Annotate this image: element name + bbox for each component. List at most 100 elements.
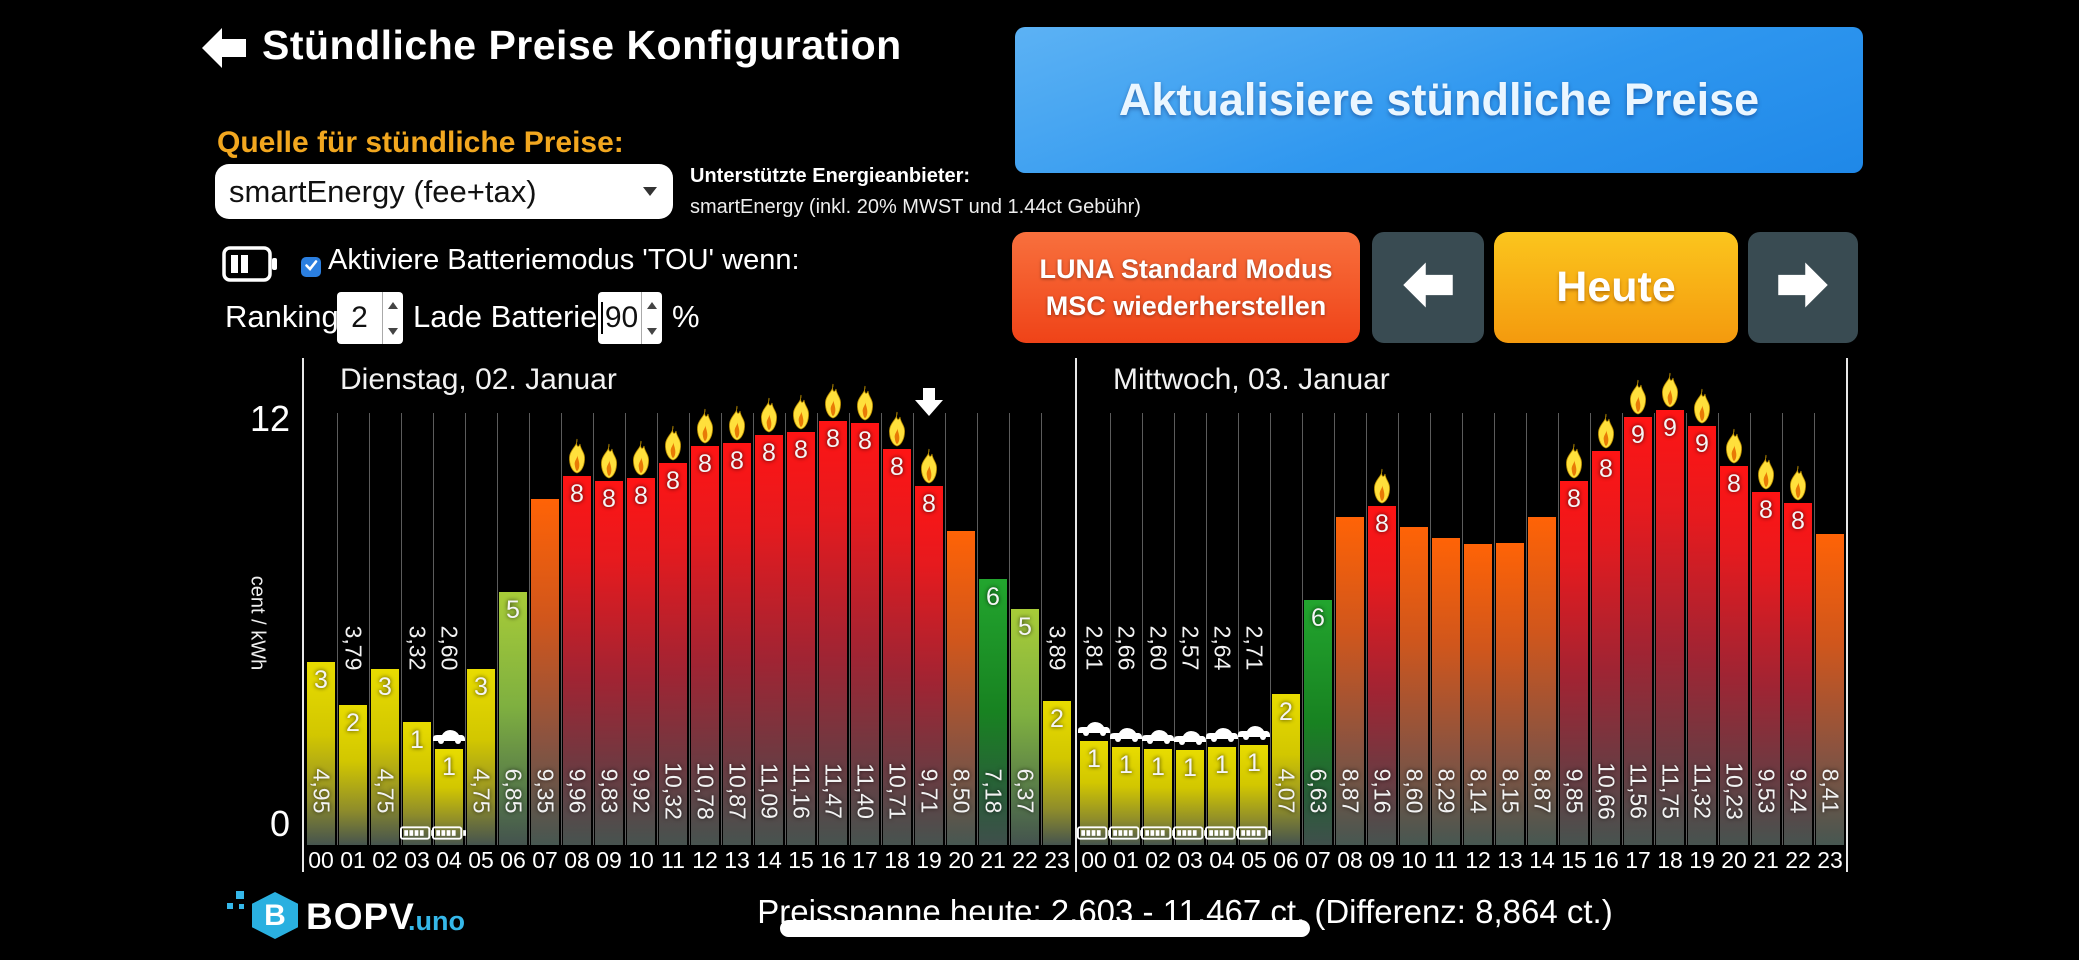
hour-label: 16 xyxy=(1593,847,1619,873)
hour-label: 17 xyxy=(1625,847,1651,873)
page-title: Stündliche Preise Konfiguration xyxy=(262,22,902,68)
rank-label: 3 xyxy=(314,666,328,694)
hour-label: 13 xyxy=(1497,847,1523,873)
flame-icon xyxy=(1721,428,1747,464)
rank-label: 8 xyxy=(826,425,840,453)
price-bar xyxy=(1752,492,1780,845)
price-label: 8,87 xyxy=(1337,768,1364,814)
hour-label: 02 xyxy=(1145,847,1171,873)
ranking-input[interactable]: 2 xyxy=(337,292,403,344)
rank-label: 9 xyxy=(1631,421,1645,449)
price-bar xyxy=(1176,750,1204,845)
charge-input[interactable]: 90 xyxy=(598,292,662,344)
gridline xyxy=(1270,413,1271,845)
price-label: 8,41 xyxy=(1817,768,1844,814)
luna-restore-button[interactable]: LUNA Standard Modus MSC wiederherstellen xyxy=(1012,232,1360,343)
price-label: 11,75 xyxy=(1657,763,1684,819)
prev-day-button[interactable] xyxy=(1372,232,1484,343)
flame-icon xyxy=(1785,465,1811,501)
price-label: 10,23 xyxy=(1721,762,1748,820)
gridline xyxy=(689,413,690,845)
price-bar xyxy=(339,705,367,845)
rank-label: 1 xyxy=(1151,753,1165,781)
price-label: 10,71 xyxy=(884,762,911,820)
today-button[interactable]: Heute xyxy=(1494,232,1738,343)
spinner-arrows[interactable] xyxy=(641,292,662,344)
rank-label: 8 xyxy=(794,436,808,464)
hour-label: 06 xyxy=(500,847,526,873)
price-label: 4,07 xyxy=(1273,768,1300,814)
car-icon xyxy=(1172,728,1208,746)
price-bar xyxy=(1432,538,1460,845)
price-bar xyxy=(691,446,719,845)
price-bar xyxy=(883,449,911,845)
rank-label: 5 xyxy=(1018,613,1032,641)
hour-label: 08 xyxy=(564,847,590,873)
price-bar xyxy=(1720,466,1748,845)
price-bar xyxy=(1011,609,1039,845)
home-indicator[interactable] xyxy=(780,920,1310,937)
rank-label: 3 xyxy=(474,673,488,701)
price-label: 6,85 xyxy=(500,768,527,814)
gridline xyxy=(1782,413,1783,845)
price-label: 8,60 xyxy=(1401,768,1428,814)
tou-checkbox[interactable] xyxy=(301,257,321,277)
hour-label: 11 xyxy=(1434,847,1458,873)
price-bar xyxy=(1592,451,1620,845)
tou-enable-label: Aktiviere Batteriemodus 'TOU' wenn: xyxy=(328,244,800,276)
price-bar xyxy=(467,669,495,845)
flame-icon xyxy=(916,448,942,484)
logo-text: BOPV xyxy=(306,896,415,937)
price-label: 8,15 xyxy=(1497,768,1524,814)
price-bar xyxy=(787,432,815,845)
price-label: 10,66 xyxy=(1593,762,1620,820)
next-day-button[interactable] xyxy=(1748,232,1858,343)
percent-label: % xyxy=(672,299,700,334)
day-title: Dienstag, 02. Januar xyxy=(340,363,617,396)
price-bar xyxy=(563,476,591,845)
car-icon xyxy=(1108,725,1144,743)
provider-note: smartEnergy (inkl. 20% MWST und 1.44ct G… xyxy=(690,196,1141,218)
back-button[interactable] xyxy=(200,26,248,70)
rank-label: 9 xyxy=(1663,414,1677,442)
price-label: 9,96 xyxy=(564,768,591,814)
gridline xyxy=(1750,413,1751,845)
dropdown-value: smartEnergy (fee+tax) xyxy=(229,173,537,209)
price-label: 8,87 xyxy=(1529,768,1556,814)
spinner-arrows[interactable] xyxy=(382,292,403,344)
spin-down-icon[interactable] xyxy=(388,327,398,335)
price-source-dropdown[interactable]: smartEnergy (fee+tax) xyxy=(215,164,673,219)
rank-label: 1 xyxy=(442,753,456,781)
gridline xyxy=(625,413,626,845)
price-bar xyxy=(1688,426,1716,845)
rank-label: 1 xyxy=(1215,751,1229,779)
price-label: 9,85 xyxy=(1561,768,1588,814)
hour-label: 18 xyxy=(1657,847,1683,873)
gridline xyxy=(401,413,402,845)
hour-label: 01 xyxy=(1113,847,1139,873)
day-title: Mittwoch, 03. Januar xyxy=(1113,363,1390,396)
rank-label: 8 xyxy=(922,490,936,518)
car-icon xyxy=(431,727,467,745)
price-label: 4,75 xyxy=(372,768,399,814)
spin-down-icon[interactable] xyxy=(647,327,657,335)
hour-label: 23 xyxy=(1817,847,1843,873)
spin-up-icon[interactable] xyxy=(647,301,657,309)
flame-icon xyxy=(1689,388,1715,424)
price-bar xyxy=(1400,527,1428,845)
price-label: 9,16 xyxy=(1369,768,1396,814)
hour-label: 07 xyxy=(532,847,558,873)
gridline xyxy=(561,413,562,845)
hour-label: 19 xyxy=(916,847,942,873)
flame-icon xyxy=(756,397,782,433)
spin-up-icon[interactable] xyxy=(388,301,398,309)
rank-label: 8 xyxy=(698,450,712,478)
price-label: 8,50 xyxy=(948,768,975,814)
battery-charge-icon xyxy=(432,826,466,840)
update-prices-button[interactable]: Aktualisiere stündliche Preise xyxy=(1015,27,1863,173)
price-bar xyxy=(1208,747,1236,845)
hour-label: 05 xyxy=(468,847,494,873)
battery-charge-icon xyxy=(1077,826,1111,840)
gridline xyxy=(1430,413,1431,845)
